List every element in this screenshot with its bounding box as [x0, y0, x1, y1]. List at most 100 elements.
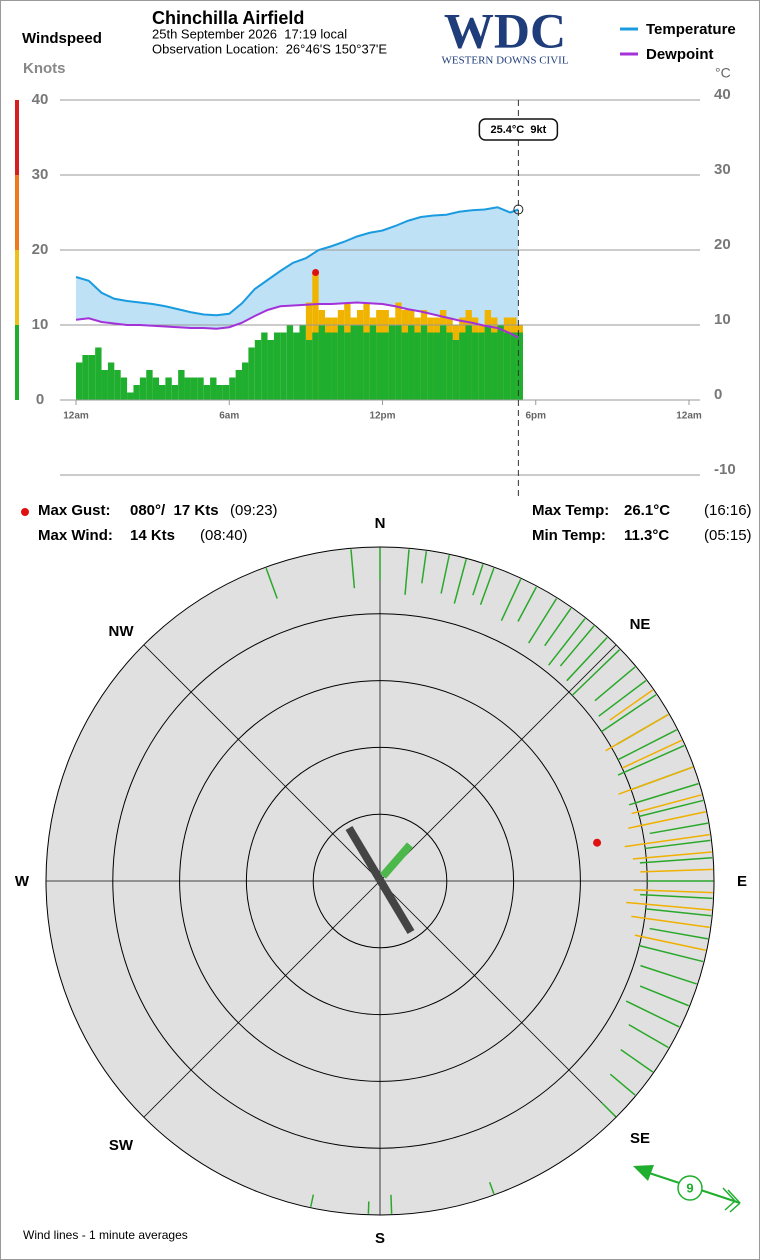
station: Chinchilla Airfield	[152, 8, 304, 28]
wind-bar	[229, 377, 236, 400]
wind-bar	[382, 332, 389, 400]
wind-bar	[337, 325, 345, 400]
wind-bar	[376, 332, 383, 400]
compass-label: SE	[630, 1130, 650, 1147]
wind-line	[609, 1073, 636, 1096]
wind-line	[601, 694, 657, 733]
right-units: °C	[715, 65, 731, 81]
wind-bar	[101, 370, 108, 400]
datetime: 25th September 2026 17:19 local	[152, 26, 347, 41]
y-tick-label: 0	[36, 391, 44, 408]
temp-dew-fill	[76, 207, 519, 338]
left-title: Windspeed	[22, 30, 102, 47]
wind-line	[571, 649, 621, 696]
wind-line	[609, 689, 654, 721]
wind-bar	[107, 362, 115, 400]
y-tick-label: 40	[32, 91, 49, 108]
wind-line	[404, 549, 410, 595]
wind-line	[453, 559, 467, 604]
wind-bar	[254, 340, 262, 400]
wind-line	[640, 868, 713, 873]
wind-line	[544, 607, 572, 647]
wind-bar	[178, 370, 185, 400]
wind-bar	[350, 325, 357, 400]
stat-value: 11.3°C	[624, 527, 669, 544]
cursor-point	[513, 204, 524, 215]
wind-line	[639, 985, 690, 1007]
wind-bar	[139, 377, 147, 400]
wind-bar	[171, 385, 179, 400]
stat-time: (16:16)	[704, 502, 752, 519]
wind-bar	[267, 340, 274, 400]
wind-line	[649, 927, 709, 940]
wind-bar	[318, 325, 326, 400]
compass-label: S	[375, 1230, 385, 1247]
wind-bar	[133, 385, 140, 400]
y-tick-label: 10	[32, 316, 49, 333]
wind-line	[517, 586, 537, 622]
wind-bar	[465, 325, 472, 400]
stat-label: Min Temp:	[532, 527, 606, 544]
wind-line	[631, 915, 710, 929]
compass-label: E	[737, 873, 747, 890]
wind-bar	[369, 325, 377, 400]
wind-bar	[452, 340, 460, 400]
wind-bar	[420, 325, 428, 400]
compass-label: N	[375, 515, 386, 532]
x-tick-label: 12am	[676, 411, 702, 422]
center-vector	[379, 842, 414, 879]
wind-bar	[286, 325, 294, 400]
wind-bar	[146, 370, 153, 400]
y-tick-label: 20	[32, 241, 49, 258]
wind-line	[548, 618, 586, 666]
wind-line	[639, 857, 713, 864]
compass-label: W	[15, 873, 30, 890]
x-tick-label: 6pm	[525, 411, 546, 422]
wind-bar	[478, 332, 485, 400]
wind-bar	[510, 332, 517, 400]
stat-label: Max Wind:	[38, 527, 113, 544]
wind-line	[634, 934, 706, 951]
wind-bar	[459, 332, 466, 400]
wind-line	[566, 636, 608, 682]
location: Observation Location: 26°46'S 150°37'E	[152, 41, 387, 56]
wind-bar	[414, 332, 421, 400]
stat-time: (09:23)	[230, 502, 278, 519]
legend-label: Temperature	[646, 21, 736, 38]
legend-label: Dewpoint	[646, 46, 714, 63]
y2-tick-label: 10	[714, 311, 731, 328]
y2-tick-label: -10	[714, 461, 736, 478]
y2-tick-label: 0	[714, 386, 722, 403]
wind-bar	[395, 325, 402, 400]
tooltip-box	[478, 118, 559, 141]
stat-value: 14 Kts	[130, 527, 175, 544]
stat-value: 26.1°C	[624, 502, 670, 519]
wind-bar	[159, 385, 166, 400]
wind-line	[645, 839, 711, 850]
wind-bar	[248, 347, 255, 400]
wind-line	[479, 567, 495, 606]
wind-line	[618, 766, 694, 795]
wind-line	[310, 1194, 315, 1207]
wind-line	[528, 598, 558, 644]
wind-line	[625, 1000, 680, 1028]
stat-label: Max Temp:	[532, 502, 609, 519]
left-units: Knots	[23, 60, 66, 77]
wind-line	[390, 1194, 393, 1214]
stat-label: Max Gust:	[38, 502, 111, 519]
wind-line	[601, 1102, 616, 1117]
wind-bar	[363, 332, 370, 400]
wind-line	[639, 944, 704, 963]
wind-bar	[401, 332, 409, 400]
wind-line	[631, 794, 702, 815]
wind-bar	[216, 385, 223, 400]
stat-time: (08:40)	[200, 527, 248, 544]
wind-line	[617, 744, 685, 776]
series-line	[75, 301, 519, 339]
wind-line	[594, 666, 636, 702]
wind-line	[440, 555, 450, 594]
wind-bar	[484, 325, 492, 400]
wind-line	[621, 739, 683, 769]
compass-label: SW	[109, 1137, 134, 1154]
wind-bar	[325, 332, 332, 400]
